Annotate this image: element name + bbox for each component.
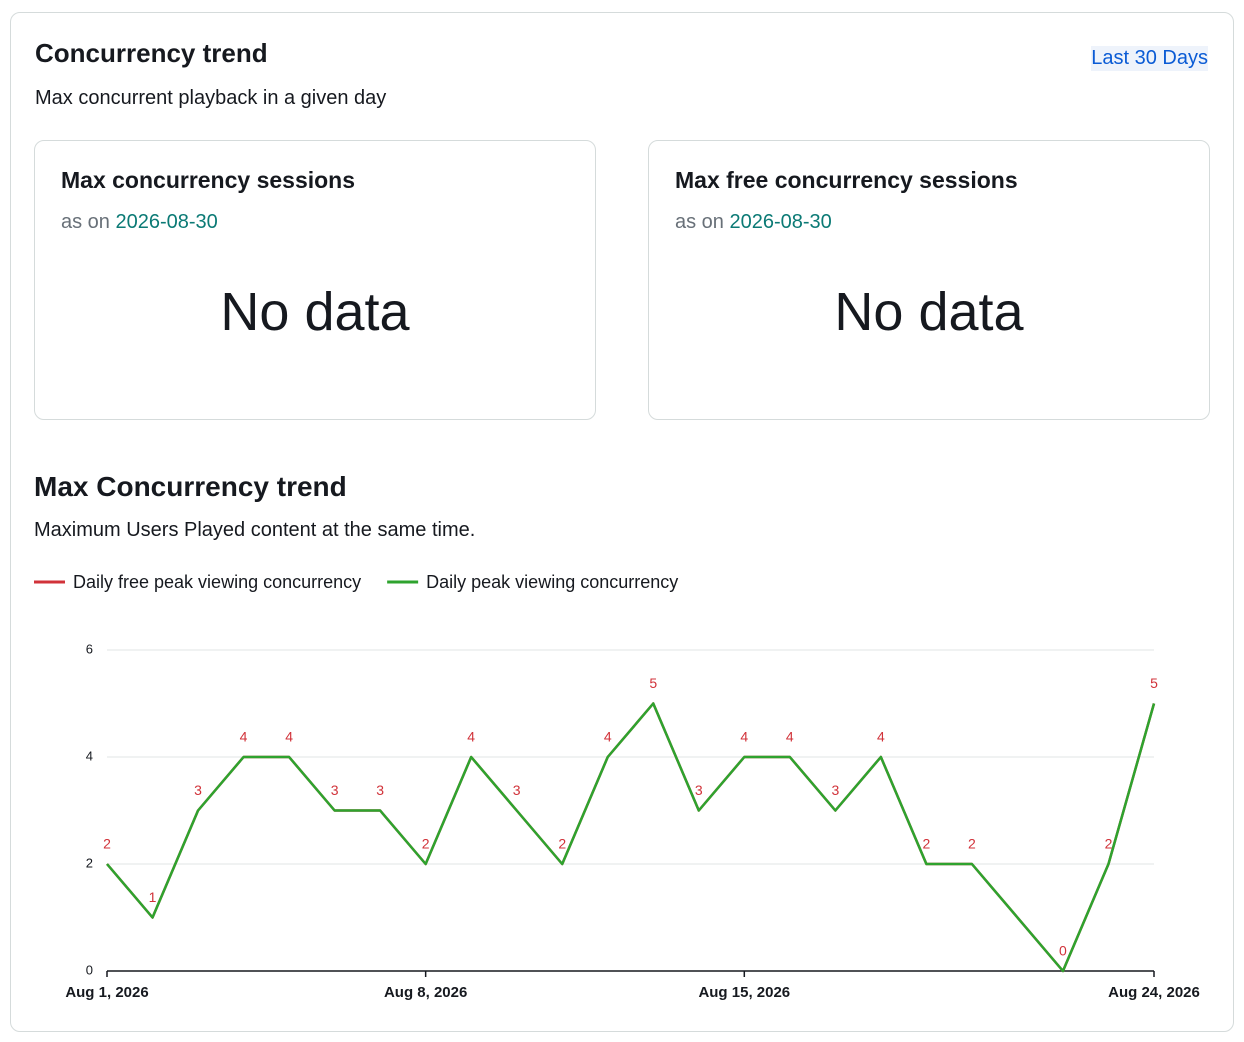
- y-tick-label: 2: [86, 855, 93, 870]
- legend-label: Daily free peak viewing concurrency: [73, 572, 361, 592]
- x-tick-label: Aug 24, 2026: [1108, 984, 1200, 1001]
- card-value: No data: [834, 282, 1024, 342]
- data-label: 3: [376, 782, 384, 798]
- data-label: 2: [558, 836, 566, 852]
- date: 2026-08-30: [115, 211, 218, 233]
- data-label: 4: [467, 729, 475, 745]
- data-label: 4: [285, 729, 293, 745]
- as-on: as on: [61, 211, 110, 233]
- data-label: 3: [194, 782, 202, 798]
- data-label: 5: [649, 675, 657, 691]
- date: 2026-08-30: [729, 211, 832, 233]
- as-on: as on: [675, 211, 724, 233]
- x-tick-label: Aug 15, 2026: [698, 984, 790, 1001]
- legend-label: Daily peak viewing concurrency: [426, 572, 678, 592]
- data-label: 2: [968, 836, 976, 852]
- y-tick-label: 4: [86, 748, 93, 763]
- stat-card: Max concurrency sessions as on 2026-08-3…: [34, 140, 596, 420]
- data-label: 3: [695, 782, 703, 798]
- data-label: 2: [1105, 836, 1113, 852]
- card-title: Max free concurrency sessions: [675, 167, 1018, 193]
- data-label: 2: [422, 836, 430, 852]
- data-label: 4: [740, 729, 748, 745]
- y-tick-label: 6: [86, 641, 93, 656]
- y-tick-label: 0: [86, 962, 93, 977]
- panel-subtitle: Max concurrent playback in a given day: [35, 87, 387, 109]
- data-label: 2: [103, 836, 111, 852]
- panel-title: Concurrency trend: [35, 38, 268, 68]
- data-label: 4: [786, 729, 794, 745]
- data-label: 1: [149, 889, 157, 905]
- data-label: 4: [240, 729, 248, 745]
- card-date: as on 2026-08-30: [675, 211, 832, 234]
- card-value: No data: [220, 282, 410, 342]
- data-label: 3: [513, 782, 521, 798]
- series-line: [106, 702, 1156, 973]
- data-label: 4: [604, 729, 612, 745]
- data-label: 3: [331, 782, 339, 798]
- x-tick-label: Aug 8, 2026: [384, 984, 467, 1001]
- panel: [10, 12, 1234, 1032]
- stat-card: Max free concurrency sessions as on 2026…: [648, 140, 1210, 420]
- data-label: 3: [831, 782, 839, 798]
- card-title: Max concurrency sessions: [61, 167, 356, 193]
- card-date: as on 2026-08-30: [61, 211, 218, 234]
- chart-title: Max Concurrency trend: [34, 471, 347, 502]
- series-line: [106, 702, 1156, 973]
- chart-subtitle: Maximum Users Played content at the same…: [34, 519, 476, 541]
- data-label: 2: [922, 836, 930, 852]
- x-tick-label: Aug 1, 2026: [65, 984, 148, 1001]
- data-label: 0: [1059, 943, 1067, 959]
- data-label: 5: [1150, 675, 1158, 691]
- range-link[interactable]: Last 30 Days: [1091, 46, 1208, 71]
- data-label: 4: [877, 729, 885, 745]
